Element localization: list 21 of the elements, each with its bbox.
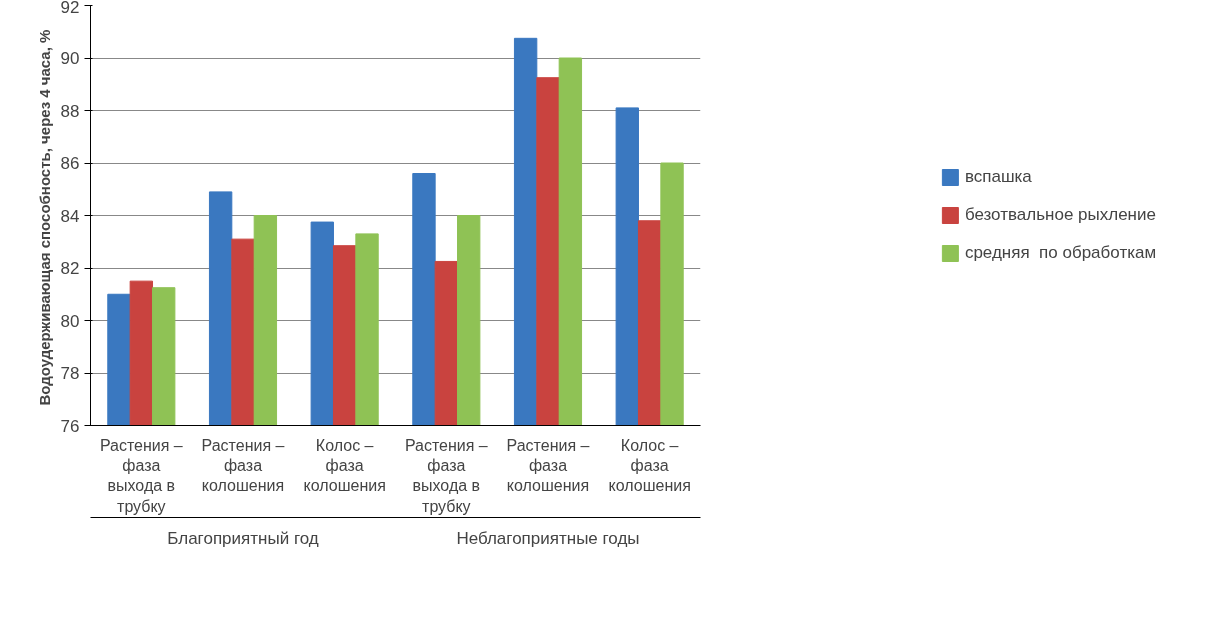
y-tick-label: 90	[60, 49, 80, 68]
text: Неблагоприятные годы	[456, 528, 640, 548]
legend-label: вспашка	[964, 167, 1032, 187]
y-tick-label: 86	[60, 154, 80, 173]
y-axis-title: Водоудерживающая способность, через 4 часа, %	[35, 29, 53, 406]
x-tick-label: Колос – фаза колошения	[608, 436, 691, 495]
x-tick-label: Растения – фаза выхода в трубку	[99, 436, 183, 515]
x-tick-label: Колос – фаза колошения	[303, 436, 386, 495]
y-tick-label: 92	[60, 0, 80, 17]
y-tick-label: 84	[60, 206, 80, 226]
x-tick-label: Растения – фаза колошения	[201, 436, 285, 495]
y-tick-label: 82	[60, 259, 80, 278]
y-tick-label: 76	[60, 416, 80, 436]
x-tick-label: Растения – фаза выхода в трубку	[404, 436, 488, 515]
legend-label: безотвальное рыхление	[964, 205, 1156, 225]
y-tick-label: 88	[60, 101, 80, 121]
x-tick-label: Растения – фаза колошения	[506, 436, 590, 495]
y-tick-label: 78	[60, 364, 80, 383]
y-tick-label: 80	[60, 311, 80, 331]
text: Благоприятный год	[167, 528, 319, 548]
legend-label: средняя по обработкам	[964, 243, 1157, 263]
